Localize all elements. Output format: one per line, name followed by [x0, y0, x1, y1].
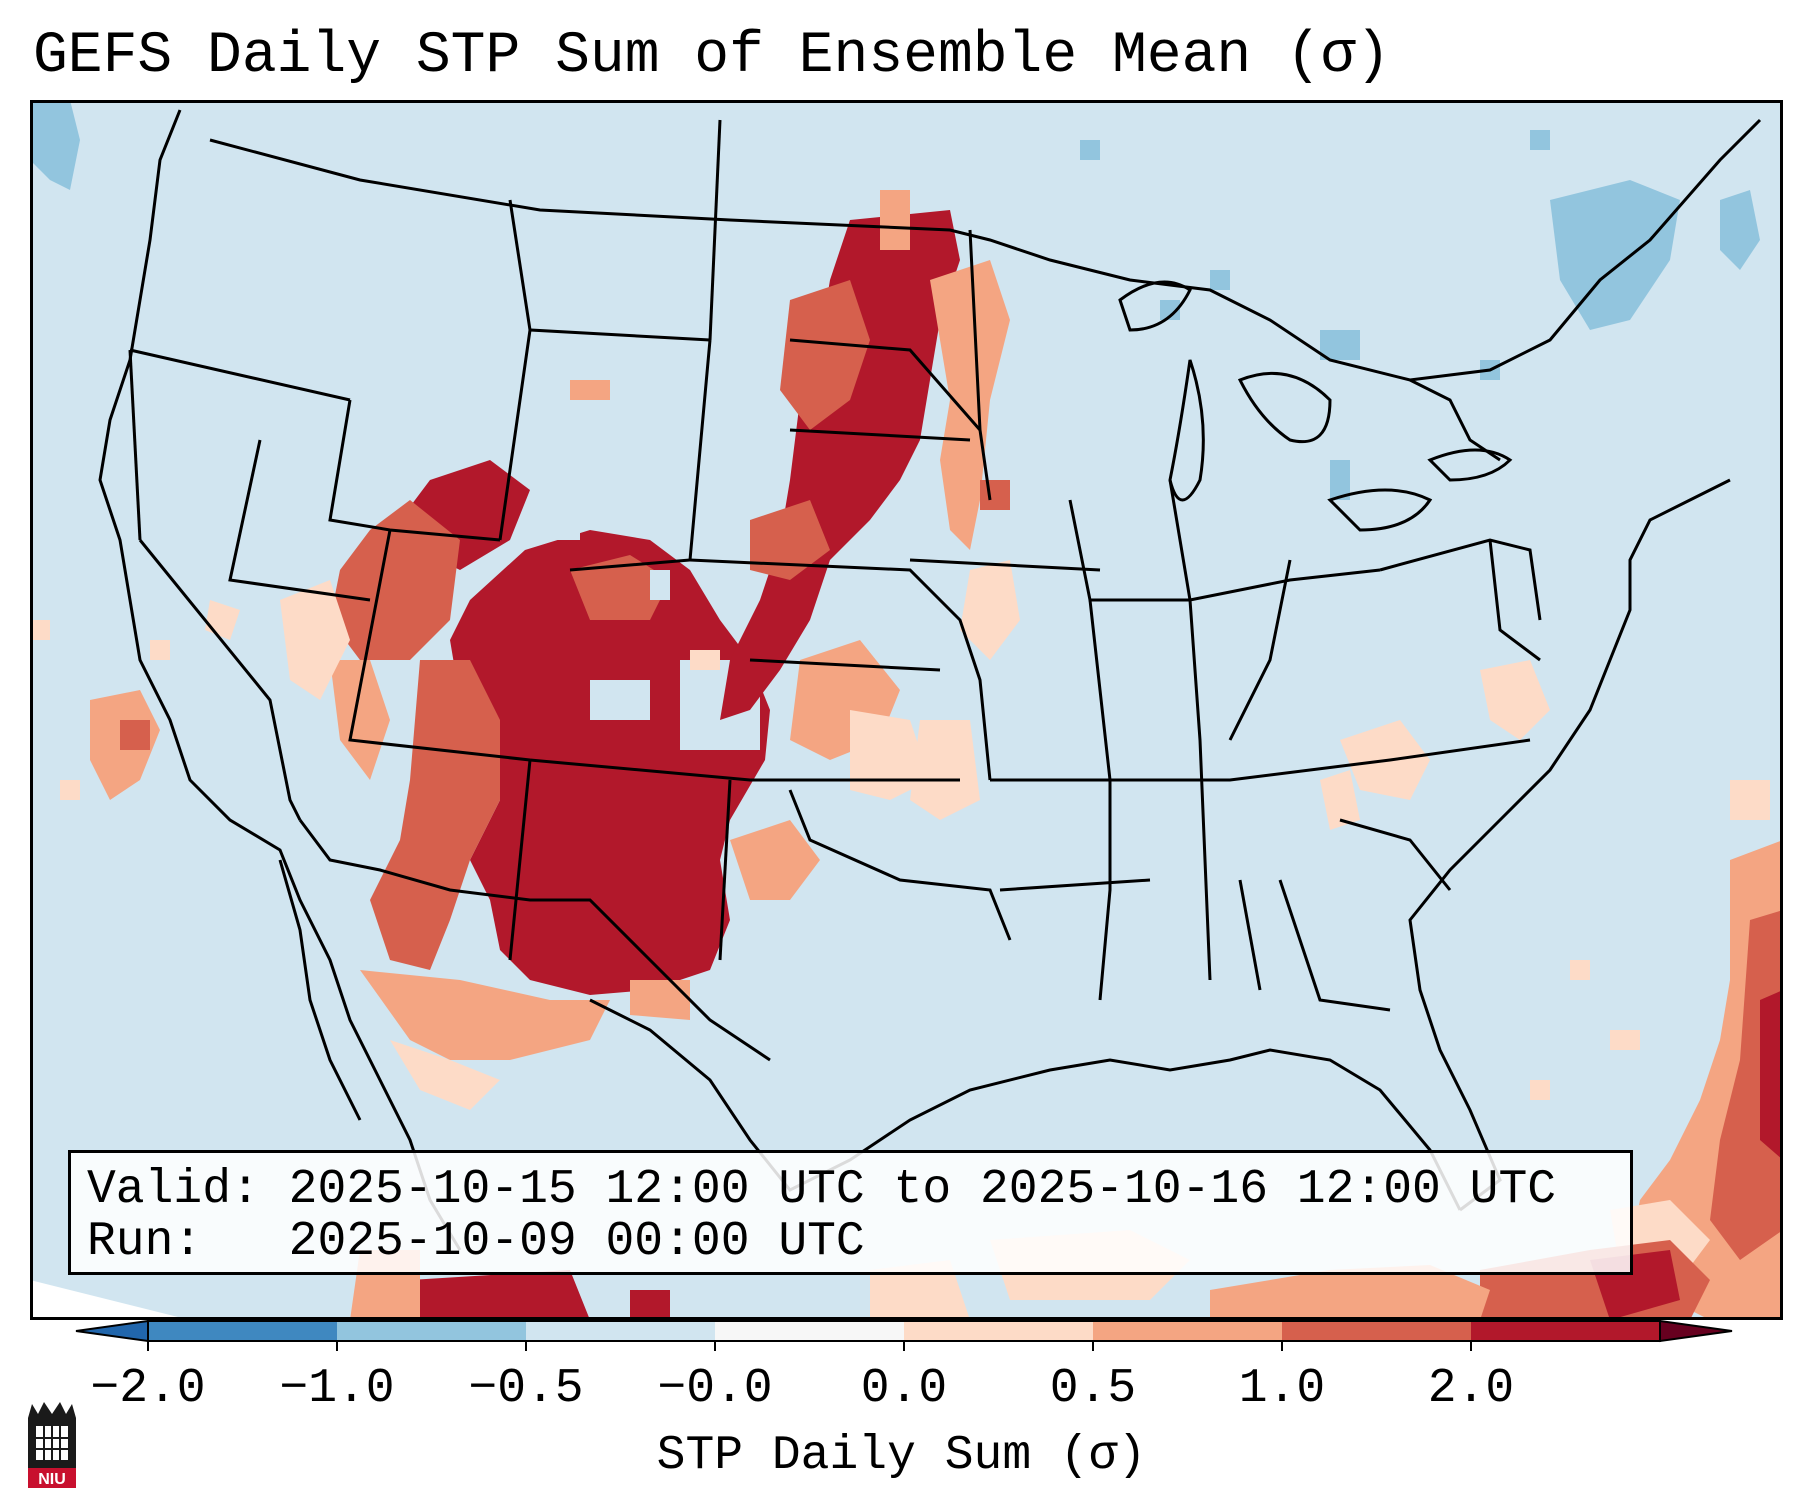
info-box: Valid: 2025-10-15 12:00 UTC to 2025-10-1…	[68, 1150, 1633, 1275]
map	[30, 100, 1783, 1320]
colorbar-segment	[337, 1321, 527, 1341]
page-title: GEFS Daily STP Sum of Ensemble Mean (σ)	[33, 24, 1391, 89]
colorbar-tick-label: −0.0	[657, 1362, 773, 1416]
valid-label: Valid:	[87, 1163, 260, 1217]
colorbar-segment	[526, 1321, 716, 1341]
colorbar-tick-label: −1.0	[279, 1362, 395, 1416]
colorbar-tick-label: 0.0	[860, 1362, 948, 1416]
colorbar-segment	[1282, 1321, 1472, 1341]
boundaries	[98, 109, 1762, 1251]
colorbar-tick-label: 2.0	[1427, 1362, 1515, 1416]
stp-shading	[30, 100, 1783, 1320]
colorbar-segment	[1093, 1321, 1283, 1341]
colorbar-segment	[1471, 1321, 1661, 1341]
valid-line: Valid: 2025-10-15 12:00 UTC to 2025-10-1…	[87, 1163, 1556, 1217]
colorbar-tick-label: 0.5	[1049, 1362, 1137, 1416]
map-frame	[30, 100, 1783, 1320]
colorbar-segment	[148, 1321, 338, 1341]
valid-value: 2025-10-15 12:00 UTC to 2025-10-16 12:00…	[288, 1163, 1557, 1217]
colorbar-extend-high	[1659, 1319, 1733, 1343]
colorbar-label: STP Daily Sum (σ)	[656, 1429, 1147, 1483]
niu-logo: NIU	[28, 1402, 76, 1488]
colorbar	[75, 1319, 1733, 1351]
colorbar-tick-label: 1.0	[1238, 1362, 1326, 1416]
projection-edge	[30, 1280, 190, 1320]
logo-text: NIU	[38, 1471, 66, 1488]
run-value: 2025-10-09 00:00 UTC	[288, 1215, 865, 1269]
colorbar-segment	[715, 1321, 905, 1341]
run-label: Run:	[87, 1215, 203, 1269]
run-line: Run: 2025-10-09 00:00 UTC	[87, 1215, 865, 1269]
colorbar-segment	[904, 1321, 1094, 1341]
colorbar-tick-label: −2.0	[90, 1362, 206, 1416]
colorbar-extend-low	[75, 1319, 149, 1343]
colorbar-tick-label: −0.5	[468, 1362, 584, 1416]
